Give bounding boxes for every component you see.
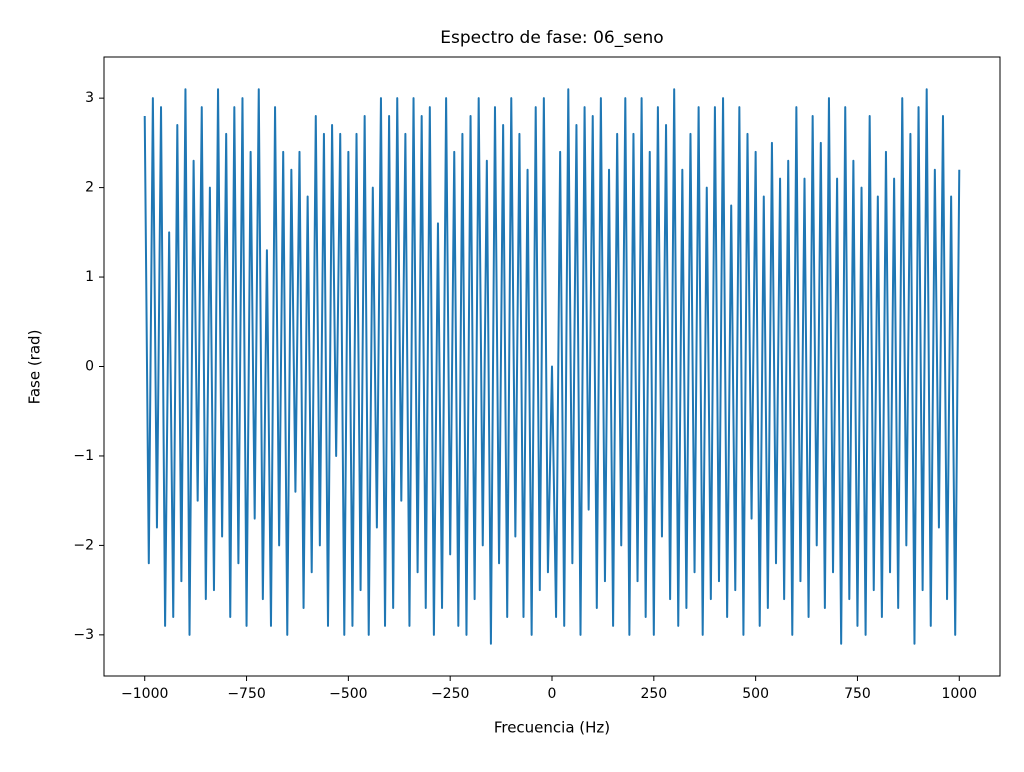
x-tick-label: −500 — [329, 686, 367, 702]
y-tick-label: −1 — [73, 448, 94, 464]
y-tick-label: 2 — [85, 180, 94, 196]
x-tick-label: 500 — [742, 686, 769, 702]
data-line — [143, 88, 961, 645]
x-tick-label: −750 — [227, 686, 265, 702]
y-tick-label: 1 — [85, 269, 94, 285]
x-tick-label: 0 — [548, 686, 557, 702]
y-tick-label: −3 — [73, 627, 94, 643]
x-tick-label: −250 — [431, 686, 469, 702]
y-tick-label: 0 — [85, 359, 94, 375]
chart-title: Espectro de fase: 06_seno — [440, 28, 663, 48]
x-axis-label: Frecuencia (Hz) — [494, 719, 610, 737]
x-tick-label: 250 — [640, 686, 667, 702]
x-tick-label: 1000 — [941, 686, 977, 702]
y-tick-label: −2 — [73, 537, 94, 553]
x-tick-label: 750 — [844, 686, 871, 702]
x-tick-label: −1000 — [121, 686, 168, 702]
y-tick-label: 3 — [85, 90, 94, 106]
y-axis-label: Fase (rad) — [26, 330, 44, 405]
